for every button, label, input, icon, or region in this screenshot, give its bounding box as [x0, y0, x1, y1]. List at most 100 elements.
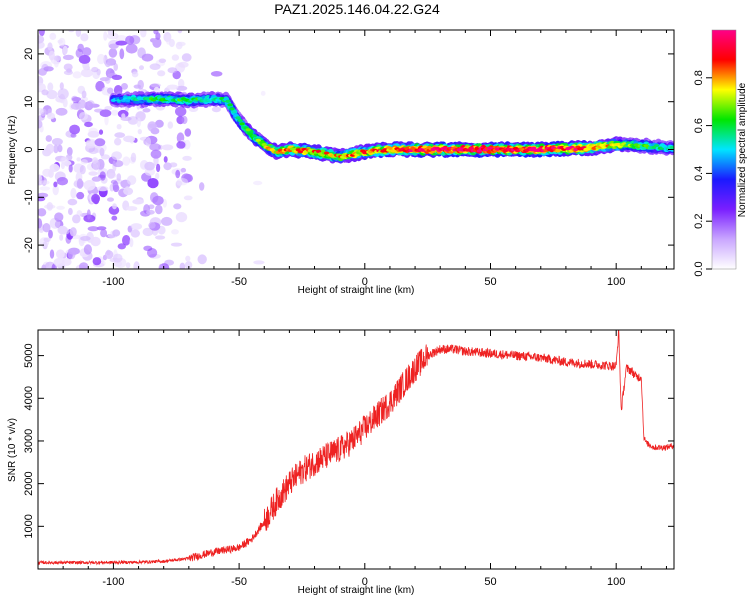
noise-blob: [144, 161, 155, 171]
noise-blob: [260, 90, 266, 96]
noise-blob: [141, 53, 154, 62]
colorbar-tick-label: 0.6: [693, 118, 705, 133]
noise-blob: [115, 35, 128, 43]
noise-blob: [177, 41, 186, 47]
noise-blob: [56, 249, 65, 259]
colorbar: 0.0 0.2 0.4 0.6 0.8 Normalized spectral ampl…: [693, 29, 748, 277]
noise-blob: [107, 87, 114, 94]
track-cell: [653, 144, 660, 148]
noise-blob: [167, 121, 174, 129]
noise-blob: [129, 238, 134, 248]
noise-blob: [80, 236, 91, 241]
noise-blob: [147, 121, 157, 132]
noise-blob: [123, 187, 134, 196]
noise-blob: [57, 88, 69, 100]
noise-blob: [47, 42, 53, 51]
noise-blob: [155, 119, 164, 128]
noise-blob: [62, 45, 68, 55]
noise-blob: [71, 97, 82, 102]
noise-blob: [84, 121, 93, 128]
noise-blob: [53, 181, 58, 188]
noise-blob: [91, 157, 99, 164]
noise-blob: [38, 218, 43, 229]
noise-blob: [155, 235, 166, 240]
noise-blob: [180, 167, 187, 173]
noise-blob: [38, 30, 45, 37]
y-tick-label: 20: [23, 48, 35, 60]
colorbar-tick-label: 0.2: [693, 214, 705, 229]
noise-blob: [145, 137, 151, 147]
noise-blob: [55, 107, 68, 116]
x-tick-label: -100: [102, 576, 124, 588]
noise-blob: [69, 227, 77, 237]
noise-blob: [121, 83, 128, 90]
noise-blob: [68, 30, 75, 33]
noise-blob: [38, 228, 44, 234]
track-cell: [239, 122, 245, 126]
track-cell: [227, 103, 233, 107]
noise-blob: [119, 48, 125, 60]
track-cell: [235, 116, 241, 120]
snr-panel: -100 -50 0 50 100 1000 2000 3000 4000 5000 Heigh…: [7, 329, 675, 596]
noise-blob: [53, 144, 59, 154]
noise-blob: [80, 159, 88, 165]
track-cell: [229, 107, 235, 111]
noise-blob: [117, 243, 127, 250]
noise-blob: [114, 137, 122, 146]
noise-blob: [108, 48, 118, 58]
noise-blob: [111, 215, 118, 221]
noise-blob: [171, 229, 179, 235]
noise-blob: [108, 205, 120, 215]
noise-blob: [78, 54, 91, 64]
spectrogram-x-axis: -100 -50 0 50 100: [37, 30, 667, 288]
noise-blob: [121, 113, 126, 119]
noise-blob: [171, 54, 180, 61]
noise-blob: [150, 149, 162, 159]
y-tick-label: 1000: [23, 514, 35, 538]
noise-blob: [99, 147, 105, 157]
noise-blob: [183, 195, 193, 201]
colorbar-tick-label: 0.4: [693, 166, 705, 181]
noise-blob: [41, 89, 49, 96]
noise-blob: [76, 191, 85, 200]
noise-blob: [72, 71, 82, 79]
noise-blob: [69, 124, 80, 135]
noise-blob: [253, 180, 263, 186]
noise-blob: [147, 248, 158, 258]
noise-blob: [125, 35, 135, 45]
spectrogram-y-label: Frequency (Hz): [7, 116, 18, 185]
noise-blob: [148, 222, 156, 229]
y-tick-label: 4000: [23, 386, 35, 410]
snr-series: [38, 330, 674, 566]
track-cell: [468, 146, 475, 150]
noise-blob: [210, 71, 223, 77]
noise-blob: [211, 106, 221, 113]
noise-blob: [176, 141, 186, 149]
noise-blob: [136, 117, 141, 128]
noise-blob: [176, 180, 183, 186]
y-tick-label: 2000: [23, 471, 35, 495]
noise-blob: [48, 229, 53, 239]
track-cell: [323, 151, 330, 155]
noise-blob: [103, 31, 108, 41]
track-cell: [237, 118, 243, 123]
spectrogram-y-axis: -20 -10 0 10 20: [23, 48, 674, 253]
noise-blob: [107, 197, 114, 202]
noise-blob: [99, 109, 112, 117]
noise-blob: [114, 132, 126, 138]
noise-blob: [105, 62, 111, 68]
noise-blob: [156, 163, 161, 173]
noise-blob: [155, 172, 160, 180]
track-cell: [124, 98, 131, 102]
noise-blob: [79, 165, 86, 175]
noise-blob: [57, 39, 63, 44]
noise-blob: [104, 114, 109, 126]
noise-blob: [83, 180, 96, 191]
noise-blob: [96, 186, 109, 192]
noise-blob: [182, 155, 192, 161]
noise-blob: [92, 257, 102, 266]
noise-blob: [83, 244, 92, 255]
noise-blob: [61, 258, 72, 266]
x-tick-label: -100: [102, 276, 124, 288]
noise-blob: [56, 205, 65, 210]
